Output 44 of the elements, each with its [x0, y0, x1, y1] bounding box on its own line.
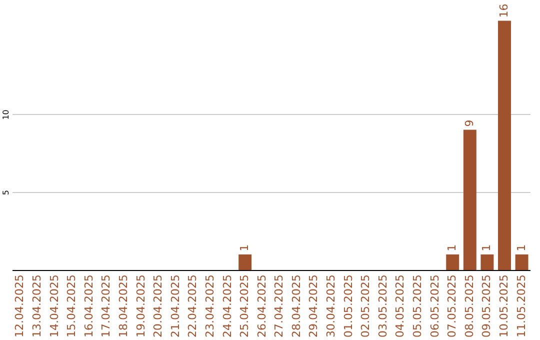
- x-tick-label: 05.05.2025: [411, 274, 424, 338]
- data-label: 1: [446, 244, 459, 252]
- data-label: 1: [238, 244, 252, 252]
- bar: [498, 20, 511, 270]
- bar: [463, 130, 476, 270]
- data-label: 1: [514, 244, 528, 252]
- x-tick-label: 23.04.2025: [203, 274, 216, 338]
- x-tick-label: 11.05.2025: [514, 274, 528, 338]
- x-tick-label: 13.04.2025: [30, 274, 44, 338]
- x-tick-label: 26.04.2025: [255, 274, 268, 338]
- data-label: 16: [497, 4, 510, 18]
- x-tick-label: 30.04.2025: [324, 274, 338, 338]
- x-tick-label: 28.04.2025: [290, 274, 303, 338]
- x-tick-label: 18.04.2025: [116, 274, 130, 338]
- x-tick-label: 22.04.2025: [186, 274, 200, 338]
- x-tick-label: 02.05.2025: [359, 274, 372, 338]
- x-tick-label: 08.05.2025: [462, 274, 476, 338]
- x-tick-label: 01.05.2025: [342, 274, 355, 338]
- x-tick-label: 25.04.2025: [238, 274, 252, 338]
- x-tick-label: 20.04.2025: [152, 274, 165, 338]
- y-tick-label: 10: [2, 110, 10, 120]
- x-tick-label: 14.04.2025: [48, 274, 61, 338]
- x-tick-label: 21.04.2025: [168, 274, 182, 338]
- bar: [480, 254, 494, 270]
- bar: [446, 254, 460, 270]
- x-tick-label: 10.05.2025: [497, 274, 510, 338]
- x-tick-label: 06.05.2025: [428, 274, 442, 338]
- x-tick-label: 07.05.2025: [446, 274, 459, 338]
- x-tick-label: 16.04.2025: [82, 274, 96, 338]
- x-tick-label: 24.04.2025: [220, 274, 234, 338]
- x-tick-label: 19.04.2025: [134, 274, 148, 338]
- bar: [515, 254, 528, 270]
- data-label: 9: [462, 120, 476, 127]
- x-tick-label: 27.04.2025: [272, 274, 286, 338]
- x-tick-label: 17.04.2025: [100, 274, 113, 338]
- bar: [238, 254, 252, 270]
- x-tick-label: 15.04.2025: [65, 274, 78, 338]
- x-tick-label: 03.05.2025: [376, 274, 390, 338]
- y-tick-label: 5: [2, 190, 10, 196]
- data-label: 1: [480, 244, 494, 252]
- x-tick-label: 12.04.2025: [13, 274, 26, 338]
- x-tick-label: 29.04.2025: [307, 274, 320, 338]
- x-tick-label: 04.05.2025: [394, 274, 407, 338]
- x-tick-label: 09.05.2025: [480, 274, 494, 338]
